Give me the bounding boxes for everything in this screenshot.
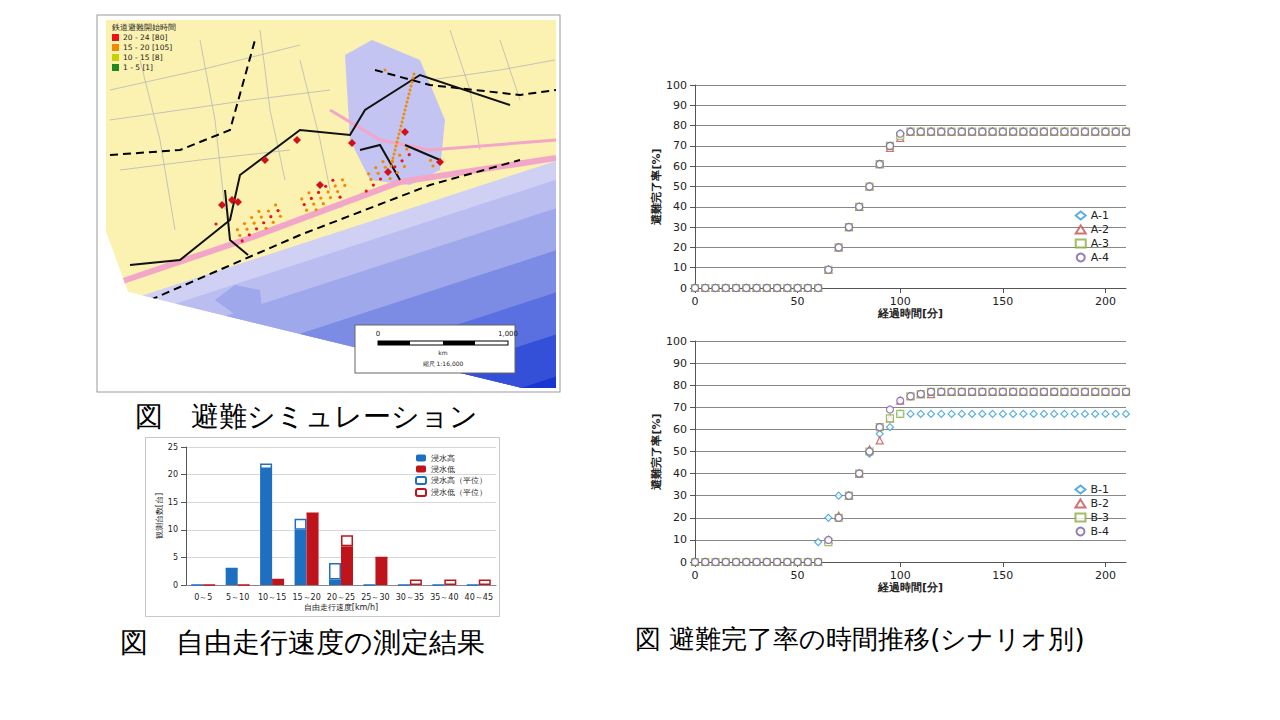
svg-text:避難完了率[%]: 避難完了率[%] bbox=[650, 148, 663, 225]
svg-text:90: 90 bbox=[673, 99, 687, 112]
svg-text:0: 0 bbox=[692, 295, 699, 308]
svg-text:1 - 5 [1]: 1 - 5 [1] bbox=[123, 63, 153, 72]
svg-text:80: 80 bbox=[673, 119, 687, 132]
svg-text:40～45: 40～45 bbox=[465, 593, 493, 602]
svg-text:0: 0 bbox=[173, 581, 178, 590]
svg-text:50: 50 bbox=[673, 445, 687, 458]
html-text:図 自由走行速度の測定結果: 図 自由走行速度の測定結果 bbox=[120, 626, 485, 659]
svg-text:観測台数[台]: 観測台数[台] bbox=[155, 493, 164, 539]
svg-text:A-1: A-1 bbox=[1091, 209, 1109, 222]
svg-text:20: 20 bbox=[673, 511, 687, 524]
svg-text:200: 200 bbox=[1095, 569, 1116, 582]
svg-text:縮尺 1:16,000: 縮尺 1:16,000 bbox=[422, 360, 464, 367]
svg-text:浸水低（平位）: 浸水低（平位） bbox=[431, 488, 487, 497]
svg-text:30: 30 bbox=[673, 221, 687, 234]
svg-text:0: 0 bbox=[692, 569, 699, 582]
svg-text:A-2: A-2 bbox=[1091, 223, 1109, 236]
svg-text:10～15: 10～15 bbox=[258, 593, 286, 602]
svg-text:B-4: B-4 bbox=[1090, 525, 1109, 538]
svg-text:鉄道避難開始時間: 鉄道避難開始時間 bbox=[112, 23, 176, 32]
svg-text:15 - 20 [105]: 15 - 20 [105] bbox=[123, 43, 172, 52]
svg-text:25: 25 bbox=[168, 443, 178, 452]
svg-text:5: 5 bbox=[173, 553, 178, 562]
svg-text:35～40: 35～40 bbox=[430, 593, 458, 602]
svg-text:B-2: B-2 bbox=[1090, 497, 1109, 510]
svg-text:10: 10 bbox=[673, 533, 687, 546]
svg-text:浸水低: 浸水低 bbox=[431, 465, 455, 474]
svg-text:0: 0 bbox=[680, 282, 687, 295]
svg-text:浸水高（平位）: 浸水高（平位） bbox=[431, 476, 487, 485]
svg-text:B-1: B-1 bbox=[1090, 483, 1109, 496]
svg-text:A-4: A-4 bbox=[1091, 251, 1109, 264]
svg-text:0: 0 bbox=[680, 556, 687, 569]
html-text:図 避難シミュレーション: 図 避難シミュレーション bbox=[135, 400, 478, 433]
svg-text:20: 20 bbox=[168, 470, 178, 479]
svg-text:100: 100 bbox=[890, 295, 911, 308]
svg-text:10: 10 bbox=[168, 525, 178, 534]
svg-text:B-3: B-3 bbox=[1090, 511, 1109, 524]
svg-text:15～20: 15～20 bbox=[292, 593, 320, 602]
svg-text:10 - 15 [8]: 10 - 15 [8] bbox=[123, 53, 163, 62]
svg-text:1,000: 1,000 bbox=[498, 330, 518, 338]
svg-text:A-3: A-3 bbox=[1091, 237, 1109, 250]
svg-text:90: 90 bbox=[673, 357, 687, 370]
svg-text:200: 200 bbox=[1095, 295, 1116, 308]
svg-text:60: 60 bbox=[673, 160, 687, 173]
svg-text:0～5: 0～5 bbox=[194, 593, 212, 602]
svg-text:15: 15 bbox=[168, 498, 178, 507]
svg-text:経過時間[分]: 経過時間[分] bbox=[877, 581, 943, 594]
svg-text:50: 50 bbox=[791, 569, 805, 582]
svg-text:40: 40 bbox=[673, 200, 687, 213]
svg-text:30～35: 30～35 bbox=[396, 593, 424, 602]
svg-text:経過時間[分]: 経過時間[分] bbox=[877, 307, 943, 320]
svg-text:60: 60 bbox=[673, 423, 687, 436]
svg-text:50: 50 bbox=[791, 295, 805, 308]
svg-text:10: 10 bbox=[673, 261, 687, 274]
svg-text:km: km bbox=[438, 349, 447, 356]
svg-text:100: 100 bbox=[890, 569, 911, 582]
svg-text:150: 150 bbox=[992, 569, 1013, 582]
svg-text:100: 100 bbox=[666, 335, 687, 348]
svg-text:70: 70 bbox=[673, 401, 687, 414]
svg-text:100: 100 bbox=[666, 79, 687, 92]
svg-text:70: 70 bbox=[673, 139, 687, 152]
svg-text:25～30: 25～30 bbox=[361, 593, 389, 602]
svg-text:20 - 24 [80]: 20 - 24 [80] bbox=[123, 33, 167, 42]
svg-text:30: 30 bbox=[673, 489, 687, 502]
html-text:図 避難完了率の時間推移(シナリオ別): 図 避難完了率の時間推移(シナリオ別) bbox=[635, 624, 1085, 654]
svg-text:50: 50 bbox=[673, 180, 687, 193]
svg-text:20～25: 20～25 bbox=[327, 593, 355, 602]
svg-text:150: 150 bbox=[992, 295, 1013, 308]
svg-text:0: 0 bbox=[376, 330, 380, 338]
svg-text:自由走行速度[km/h]: 自由走行速度[km/h] bbox=[304, 603, 378, 612]
svg-text:40: 40 bbox=[673, 467, 687, 480]
svg-text:80: 80 bbox=[673, 379, 687, 392]
svg-text:浸水高: 浸水高 bbox=[431, 454, 455, 463]
svg-text:20: 20 bbox=[673, 241, 687, 254]
svg-text:5～10: 5～10 bbox=[226, 593, 249, 602]
svg-text:避難完了率[%]: 避難完了率[%] bbox=[650, 413, 663, 490]
